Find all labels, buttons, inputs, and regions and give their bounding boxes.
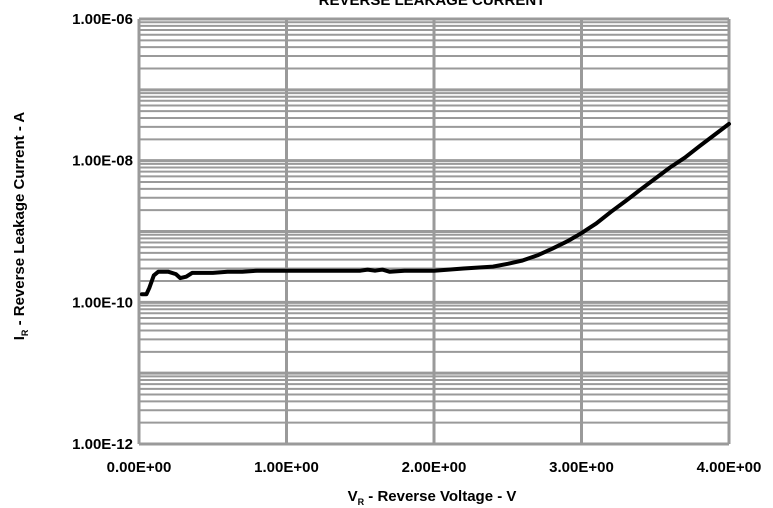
y-tick-label: 1.00E-10 <box>72 294 133 311</box>
leakage-current-line <box>139 121 731 297</box>
x-tick-label: 0.00E+00 <box>107 459 172 476</box>
y-axis-label-subscript: R <box>20 329 30 336</box>
x-tick-label: 3.00E+00 <box>549 459 614 476</box>
y-tick-labels: 1.00E-12 1.00E-10 1.00E-08 1.00E-06 <box>72 11 133 453</box>
x-axis-label-subscript: R <box>358 497 365 507</box>
y-axis-label: IR - Reverse Leakage Current - A <box>11 112 30 341</box>
y-axis-label-rest: - Reverse Leakage Current - A <box>11 112 28 330</box>
x-tick-label: 2.00E+00 <box>402 459 467 476</box>
x-axis-label: VR - Reverse Voltage - V <box>348 488 517 507</box>
x-axis-label-main: V <box>348 488 358 505</box>
major-gridlines <box>137 17 731 446</box>
chart-title: REVERSE LEAKAGE CURRENT <box>319 0 546 9</box>
x-tick-label: 4.00E+00 <box>697 459 762 476</box>
y-tick-label: 1.00E-06 <box>72 11 133 28</box>
y-axis-label-main: I <box>11 336 28 340</box>
x-tick-labels: 0.00E+00 1.00E+00 2.00E+00 3.00E+00 4.00E+00 <box>107 459 762 476</box>
y-tick-label: 1.00E-08 <box>72 153 133 170</box>
x-tick-label: 1.00E+00 <box>254 459 319 476</box>
y-tick-label: 1.00E-12 <box>72 436 133 453</box>
x-axis-label-rest: - Reverse Voltage - V <box>364 488 516 505</box>
